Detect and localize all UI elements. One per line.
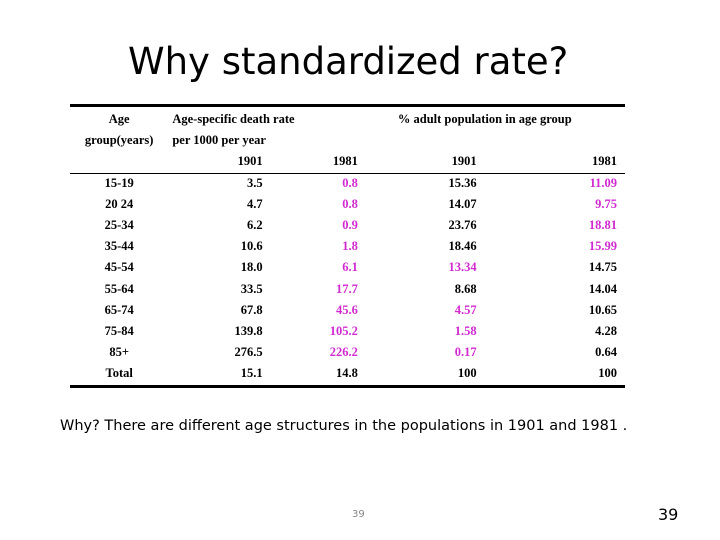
cell-population-1981: 14.04 — [588, 281, 617, 296]
slide-title: Why standardized rate? — [128, 40, 569, 83]
cell-population-1901: 13.34 — [448, 260, 477, 275]
cell-population-1981: 9.75 — [595, 196, 617, 211]
table-bottom-rule — [70, 385, 625, 388]
cell-age-group: 15-19 — [104, 175, 134, 190]
death-rate-table: Age Age-specific death rate % adult popu… — [70, 104, 625, 388]
cell-death-rate-1981: 226.2 — [329, 345, 358, 360]
cell-death-rate-1981: 105.2 — [329, 323, 358, 338]
header-death-rate: Age-specific death rate — [172, 112, 295, 127]
cell-death-rate-1901: 18.0 — [240, 260, 263, 275]
cell-death-rate-1981: 6.1 — [342, 260, 358, 275]
cell-population-1901: 14.07 — [448, 196, 477, 211]
explanation-text: Why? There are different age structures … — [60, 418, 628, 434]
table-row: 75-84 139.8 105.2 1.58 4.28 — [70, 321, 625, 342]
header-death-1981: 1981 — [332, 154, 358, 169]
header-pop-1901: 1901 — [451, 154, 477, 169]
table-row: 15-19 3.5 0.8 15.36 11.09 — [70, 173, 625, 194]
slide-number: 39 — [658, 505, 679, 524]
header-bottom-rule — [70, 173, 625, 174]
cell-death-rate-1901: 67.8 — [240, 302, 263, 317]
cell-death-rate-1901: 15.1 — [240, 366, 263, 381]
cell-population-1901: 23.76 — [448, 218, 477, 233]
header-adult-population: % adult population in age group — [397, 112, 572, 127]
header-age: Age — [108, 112, 130, 127]
header-row-1: Age Age-specific death rate % adult popu… — [70, 109, 625, 130]
cell-population-1981: 100 — [598, 366, 617, 381]
cell-death-rate-1901: 33.5 — [240, 281, 263, 296]
cell-population-1981: 18.81 — [588, 218, 617, 233]
table-row: 65-74 67.8 45.6 4.57 10.65 — [70, 300, 625, 321]
cell-age-group: 65-74 — [104, 302, 134, 317]
cell-population-1901: 18.46 — [448, 239, 477, 254]
cell-population-1981: 4.28 — [595, 323, 617, 338]
header-row-2: group(years) per 1000 per year — [70, 130, 625, 151]
cell-population-1901: 8.68 — [454, 281, 477, 296]
cell-population-1981: 11.09 — [589, 175, 617, 190]
table-row: 45-54 18.0 6.1 13.34 14.75 — [70, 257, 625, 278]
cell-death-rate-1901: 10.6 — [240, 239, 263, 254]
cell-population-1981: 10.65 — [588, 302, 617, 317]
header-row-years: 1901 1981 1901 1981 — [70, 151, 625, 172]
cell-population-1981: 14.75 — [588, 260, 617, 275]
table-row: 35-44 10.6 1.8 18.46 15.99 — [70, 236, 625, 257]
cell-age-group: 75-84 — [104, 323, 134, 338]
cell-population-1901: 1.58 — [454, 323, 477, 338]
footer-page-number: 39 — [352, 509, 365, 520]
table-row: 55-64 33.5 17.7 8.68 14.04 — [70, 279, 625, 300]
cell-population-1981: 15.99 — [588, 239, 617, 254]
cell-death-rate-1981: 0.8 — [342, 175, 358, 190]
header-death-1901: 1901 — [237, 154, 263, 169]
table-row: 25-34 6.2 0.9 23.76 18.81 — [70, 215, 625, 236]
cell-death-rate-1901: 139.8 — [234, 323, 263, 338]
cell-death-rate-1901: 3.5 — [247, 175, 263, 190]
cell-age-group: 85+ — [109, 345, 129, 360]
cell-population-1901: 100 — [457, 366, 477, 381]
header-age-group: group(years) — [84, 133, 154, 148]
cell-death-rate-1981: 0.8 — [342, 196, 358, 211]
header-pop-1981: 1981 — [592, 154, 617, 169]
table-row: 85+ 276.5 226.2 0.17 0.64 — [70, 342, 625, 363]
cell-population-1981: 0.64 — [595, 345, 617, 360]
table-body: 15-19 3.5 0.8 15.36 11.09 20 24 4.7 0.8 14.07 9.7… — [70, 173, 625, 385]
cell-age-group: 45-54 — [104, 260, 134, 275]
header-per-1000: per 1000 per year — [172, 133, 266, 148]
cell-death-rate-1901: 6.2 — [247, 218, 263, 233]
cell-age-group: Total — [105, 366, 133, 381]
cell-age-group: 20 24 — [105, 196, 134, 211]
table-row: 20 24 4.7 0.8 14.07 9.75 — [70, 194, 625, 215]
cell-death-rate-1901: 4.7 — [247, 196, 263, 211]
cell-death-rate-1981: 14.8 — [336, 366, 358, 381]
cell-population-1901: 0.17 — [454, 345, 477, 360]
cell-population-1901: 15.36 — [448, 175, 477, 190]
cell-death-rate-1981: 1.8 — [342, 239, 358, 254]
cell-death-rate-1981: 45.6 — [336, 302, 358, 317]
cell-death-rate-1981: 17.7 — [336, 281, 358, 296]
cell-population-1901: 4.57 — [454, 302, 477, 317]
cell-age-group: 25-34 — [104, 218, 134, 233]
table-row: Total 15.1 14.8 100 100 — [70, 363, 625, 384]
table-top-rule — [70, 104, 625, 107]
cell-death-rate-1901: 276.5 — [234, 345, 263, 360]
cell-age-group: 35-44 — [104, 239, 134, 254]
cell-age-group: 55-64 — [104, 281, 134, 296]
cell-death-rate-1981: 0.9 — [342, 218, 358, 233]
